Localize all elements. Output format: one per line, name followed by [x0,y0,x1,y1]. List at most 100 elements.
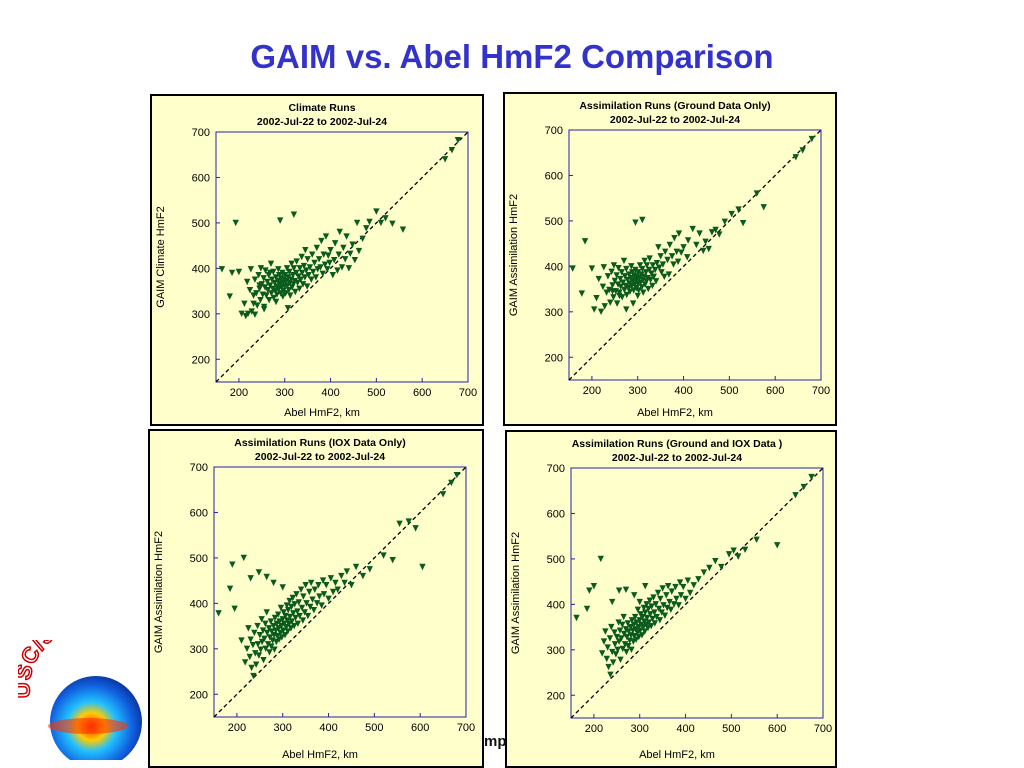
data-point [612,651,620,658]
usc-jpl-gaim-logo: USC/JPL GAI [18,640,142,760]
data-point [623,291,630,299]
data-point [296,285,303,293]
y-tick-label: 400 [547,599,565,611]
data-point [725,551,733,558]
data-point [656,617,664,624]
data-point [301,274,309,281]
data-point [306,264,314,271]
data-point [614,646,621,654]
y-axis-label: GAIM Climate HmF2 [155,206,167,307]
data-point [689,225,696,233]
x-tick-label: 600 [766,385,784,397]
data-point [712,557,719,565]
data-point [629,300,637,307]
data-point [291,601,298,608]
data-point [255,569,263,576]
data-point [270,622,277,630]
y-tick-label: 500 [547,554,565,566]
data-point [658,609,665,616]
data-point [591,306,598,313]
data-point [590,582,598,590]
data-point [251,276,259,283]
data-point [623,306,630,313]
data-point [675,602,682,609]
data-point [609,598,616,606]
y-tick-label: 200 [192,354,210,366]
data-point [583,605,591,613]
chart-panel-ground-and-iox: Assimilation Runs (Ground and IOX Data )… [505,430,837,768]
data-point [254,641,262,648]
identity-reference-line [568,129,822,381]
data-point [309,596,316,603]
data-point [308,276,315,283]
y-tick-label: 400 [192,263,210,275]
data-point [680,583,687,591]
plot-frame [213,466,467,718]
data-point [647,622,655,630]
y-tick-label: 700 [192,127,210,139]
data-point [228,269,236,277]
x-tick-label: 500 [720,385,738,397]
data-point [617,275,624,283]
data-point [320,251,327,258]
data-point [649,615,656,623]
x-tick-label: 600 [413,387,431,399]
data-point [286,597,293,605]
data-point [615,587,623,594]
data-point [652,601,659,608]
globe-icon [50,676,142,760]
y-axis-label: GAIM Assimilation HmF2 [153,531,165,653]
y-tick-label: 400 [190,598,208,610]
data-point [345,265,353,272]
data-point [649,282,656,290]
data-point [273,291,281,298]
x-tick-label: 200 [583,385,601,397]
data-point [651,266,659,274]
data-point [605,663,612,671]
data-point [287,292,294,299]
chart-subtitle: 2002-Jul-22 to 2002-Jul-24 [610,114,740,126]
data-point [268,628,275,635]
y-tick-label: 500 [190,553,208,565]
scatter-chart: Climate Runs 2002-Jul-22 to 2002-Jul-24 20… [155,102,477,419]
data-point [670,261,677,268]
data-point [299,281,307,288]
data-point [271,279,278,287]
data-point [672,583,679,591]
data-point [608,268,615,276]
identity-reference-line [215,131,469,383]
data-point [238,310,245,318]
data-point [256,282,263,289]
data-point [282,277,290,285]
data-point [285,606,292,614]
data-point [682,595,689,603]
data-point [624,276,631,284]
x-tick-label: 500 [365,722,383,734]
data-point [439,491,447,498]
y-tick-label: 700 [547,463,565,475]
data-point [656,264,663,271]
data-point [644,624,652,632]
data-point [280,609,287,616]
y-tick-label: 200 [547,690,565,702]
data-point [315,256,323,263]
y-tick-label: 300 [190,644,208,656]
data-point [668,588,675,595]
data-point [243,645,251,653]
data-point [300,593,307,600]
data-point [312,274,320,281]
y-tick-label: 600 [547,508,565,520]
data-point [635,274,643,282]
data-point [666,241,673,249]
data-point [600,638,608,645]
data-point [661,273,668,281]
data-point [349,241,356,248]
data-point [323,581,330,589]
data-point [620,613,627,621]
x-tick-label: 200 [228,722,246,734]
data-point [654,589,662,597]
data-point [267,260,275,268]
data-point [279,269,286,277]
data-point [599,283,607,291]
data-point [235,268,243,276]
